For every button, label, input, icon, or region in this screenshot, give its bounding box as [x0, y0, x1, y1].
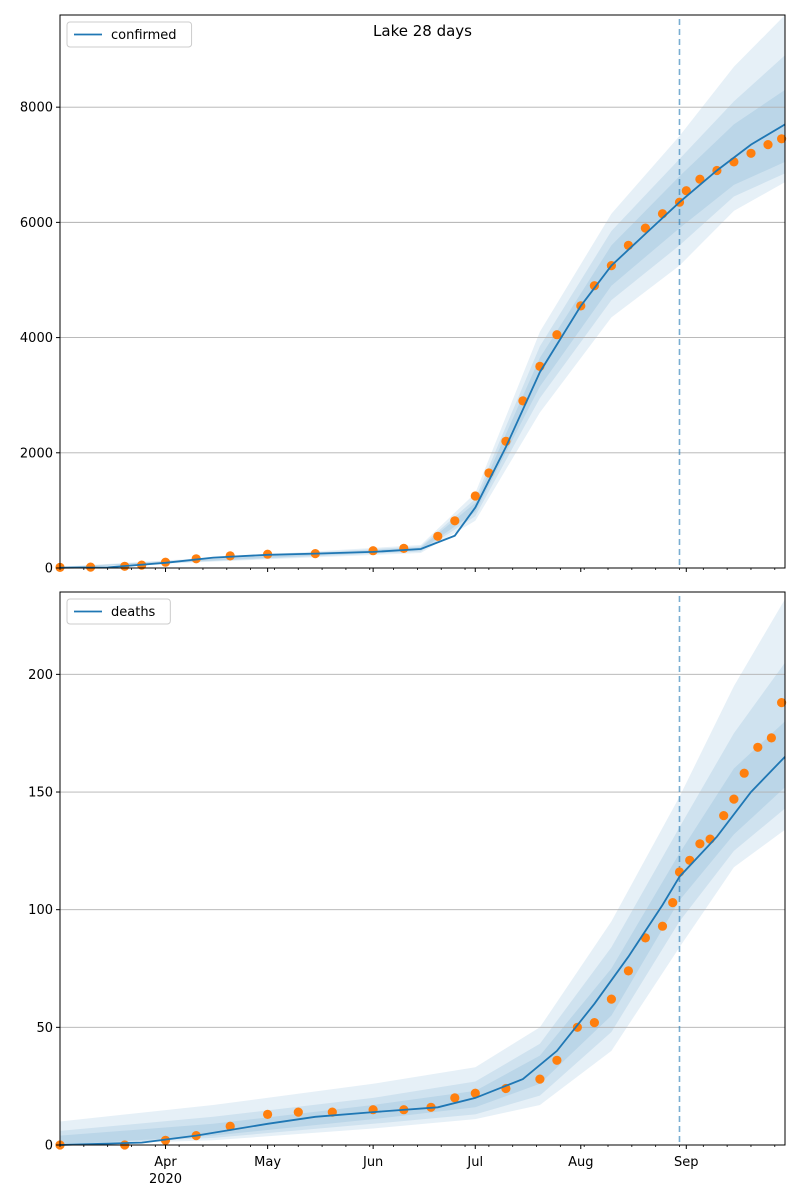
observed-point	[535, 1074, 545, 1084]
y-tick-label: 2000	[20, 446, 53, 461]
observed-point	[766, 733, 777, 743]
y-tick-label: 150	[28, 786, 53, 801]
observed-point	[739, 768, 749, 778]
uncertainty-band	[60, 721, 785, 1145]
observed-point	[470, 1088, 480, 1098]
deaths-x-axis: Apr May Jun Jul Aug Sep 2020	[59, 1145, 776, 1187]
y-tick-label: 4000	[20, 331, 53, 346]
deaths-gridlines	[60, 673, 785, 1028]
observed-point	[399, 543, 409, 554]
deaths-y-axis: 0 50 100 150 200	[28, 668, 60, 1154]
confirmed-panel: 0 2000 4000 6000 8000 Lake 28 days confirmed	[20, 14, 787, 577]
observed-point	[763, 140, 773, 150]
observed-point	[589, 1018, 600, 1028]
y-tick-label: 50	[36, 1021, 53, 1036]
uncertainty-band	[60, 662, 785, 1145]
observed-point	[589, 281, 600, 291]
confirmed-gridlines	[60, 106, 785, 454]
observed-point	[572, 1022, 583, 1032]
x-axis-year-label: 2020	[149, 1172, 182, 1187]
confirmed-series-line	[59, 123, 786, 569]
x-tick-label: Apr	[154, 1155, 177, 1170]
deaths-legend: deaths	[66, 598, 171, 625]
deaths-panel: 0 50 100 150 200 Apr May Jun Jul Aug Sep 2020 deat…	[28, 591, 787, 1187]
x-tick-label: May	[254, 1155, 281, 1170]
uncertainty-band	[60, 15, 785, 568]
chart-title: Lake 28 days	[373, 22, 472, 40]
confirmed-observed-points	[55, 134, 787, 573]
observed-point	[450, 1093, 460, 1103]
confirmed-axes-frame	[59, 14, 786, 569]
observed-point	[552, 1055, 562, 1065]
observed-point	[293, 1107, 303, 1117]
observed-point	[719, 811, 729, 821]
observed-point	[705, 834, 715, 844]
y-tick-label: 200	[28, 668, 53, 683]
observed-point	[668, 898, 678, 908]
observed-point	[777, 134, 787, 144]
observed-point	[606, 994, 617, 1004]
observed-point	[681, 186, 691, 196]
uncertainty-band	[60, 599, 785, 1145]
x-tick-label: Jul	[466, 1155, 483, 1170]
y-tick-label: 100	[28, 903, 53, 918]
confirmed-uncertainty-bands	[60, 15, 785, 569]
observed-point	[552, 330, 562, 340]
observed-point	[746, 148, 756, 158]
confirmed-legend: confirmed	[66, 21, 193, 48]
y-tick-label: 0	[45, 562, 53, 577]
observed-point	[640, 223, 651, 233]
deaths-axes-frame	[59, 591, 786, 1146]
observed-point	[470, 491, 480, 501]
observed-point	[695, 839, 705, 849]
observed-point	[433, 531, 443, 541]
observed-point	[623, 966, 634, 976]
confirmed-x-axis	[59, 568, 776, 572]
observed-point	[263, 1109, 273, 1119]
deaths-uncertainty-bands	[60, 599, 785, 1145]
y-tick-label: 8000	[20, 101, 53, 116]
legend-label: deaths	[111, 605, 156, 620]
uncertainty-band	[60, 55, 785, 569]
x-tick-label: Jun	[362, 1155, 383, 1170]
observed-point	[368, 546, 378, 556]
observed-point	[729, 794, 739, 804]
deaths-series-line	[59, 756, 786, 1146]
observed-point	[450, 516, 460, 526]
x-tick-label: Sep	[674, 1155, 699, 1170]
observed-point	[225, 1121, 235, 1131]
y-tick-label: 0	[45, 1139, 53, 1154]
observed-point	[657, 921, 668, 931]
x-tick-label: Aug	[568, 1155, 593, 1170]
observed-point	[777, 698, 787, 708]
y-tick-label: 6000	[20, 216, 53, 231]
confirmed-y-axis: 0 2000 4000 6000 8000	[20, 101, 60, 577]
legend-label: confirmed	[111, 28, 177, 43]
observed-point	[695, 174, 705, 184]
legend-box	[66, 21, 193, 48]
legend-box	[66, 598, 171, 625]
observed-point	[753, 742, 763, 752]
